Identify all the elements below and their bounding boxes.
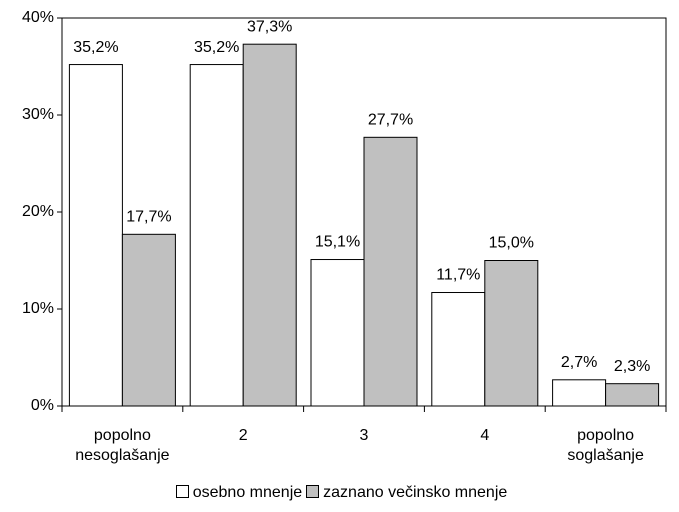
y-tick-label: 10% bbox=[22, 300, 54, 317]
x-tick-label: 2 bbox=[238, 427, 248, 444]
value-label: 27,7% bbox=[368, 112, 413, 129]
y-tick-label: 0% bbox=[31, 397, 54, 414]
value-label: 37,3% bbox=[247, 18, 292, 35]
x-tick-label: 4 bbox=[480, 427, 490, 444]
bar bbox=[68, 64, 123, 407]
bar bbox=[121, 233, 176, 407]
legend-swatch bbox=[306, 485, 320, 498]
bar bbox=[605, 383, 660, 407]
value-label: 2,7% bbox=[561, 354, 597, 371]
bar bbox=[552, 379, 607, 407]
bar bbox=[242, 43, 297, 407]
y-tick-label: 20% bbox=[22, 203, 54, 220]
value-label: 35,2% bbox=[194, 39, 239, 56]
bar bbox=[189, 64, 244, 407]
x-tick-label: 3 bbox=[359, 427, 369, 444]
value-label: 2,3% bbox=[614, 358, 650, 375]
x-tick-label: popolno soglašanje bbox=[567, 427, 644, 464]
legend-label: osebno mnenje bbox=[192, 484, 303, 501]
legend: osebno mnenje zaznano večinsko mnenje bbox=[0, 484, 679, 502]
y-tick-label: 30% bbox=[22, 106, 54, 123]
value-label: 15,1% bbox=[315, 234, 360, 251]
legend-label: zaznano večinsko mnenje bbox=[323, 484, 508, 501]
value-label: 35,2% bbox=[73, 39, 118, 56]
bar bbox=[484, 260, 539, 407]
x-tick-label: popolno nesoglašanje bbox=[75, 427, 170, 464]
value-label: 11,7% bbox=[436, 267, 480, 284]
legend-swatch bbox=[175, 485, 189, 498]
bar bbox=[310, 259, 365, 407]
value-label: 15,0% bbox=[489, 235, 534, 252]
value-label: 17,7% bbox=[126, 209, 171, 226]
y-tick-label: 40% bbox=[22, 9, 54, 26]
bar bbox=[363, 136, 418, 407]
bar bbox=[431, 292, 486, 407]
